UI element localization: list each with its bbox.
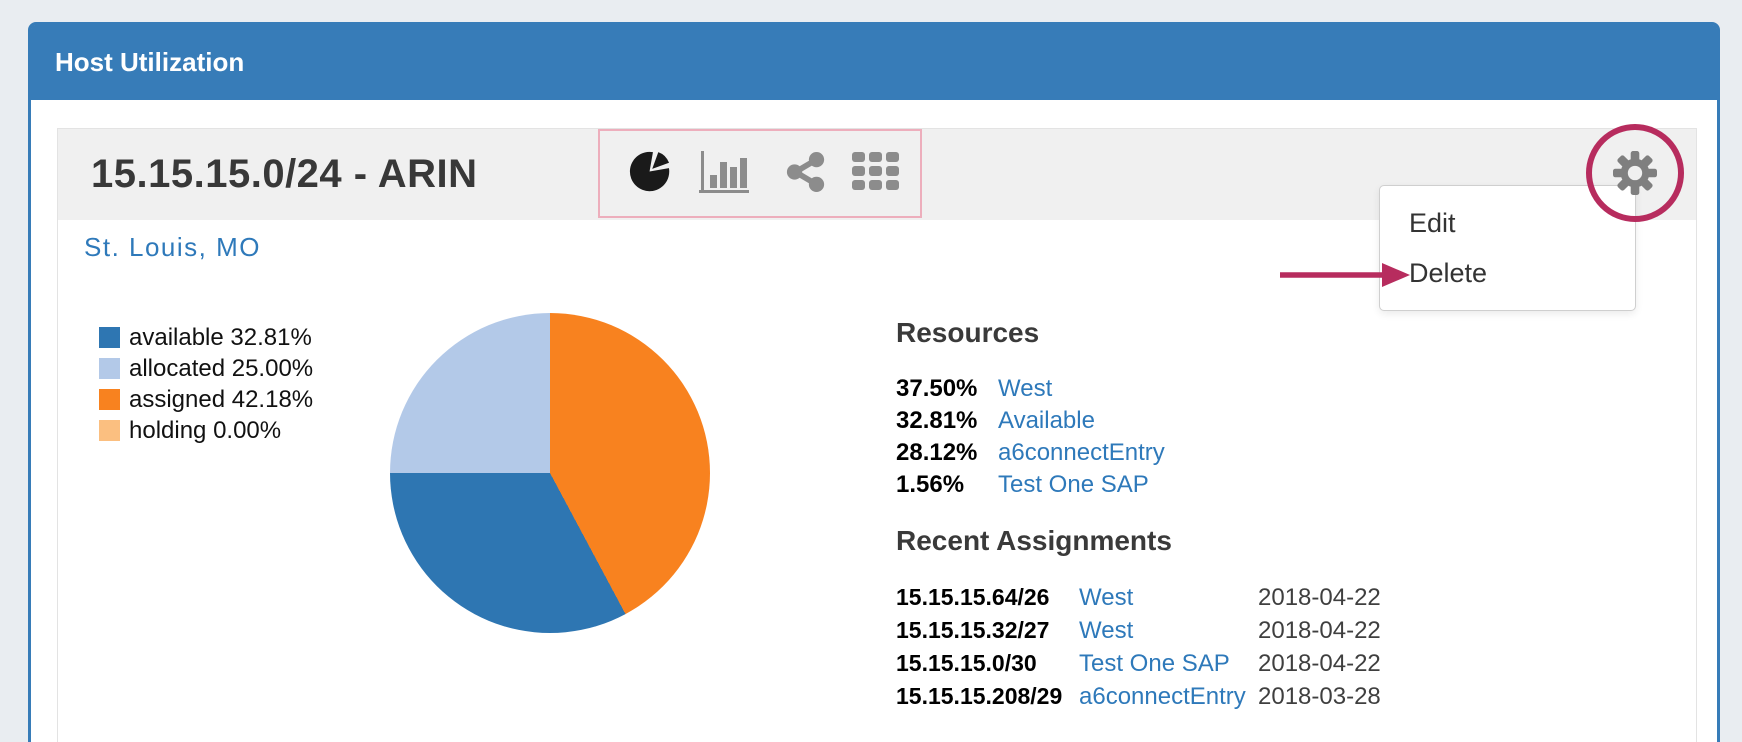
resource-link[interactable]: a6connectEntry xyxy=(998,439,1165,466)
grid-icon xyxy=(852,152,900,197)
resource-row: 28.12% a6connectEntry xyxy=(896,437,1165,469)
grid-view-button[interactable] xyxy=(852,129,900,220)
gear-icon xyxy=(1613,151,1657,199)
legend-label: holding 0.00% xyxy=(129,416,282,444)
resource-percent: 37.50% xyxy=(896,375,978,402)
resource-row: 37.50% West xyxy=(896,373,1165,405)
panel-title: Host Utilization xyxy=(55,47,245,77)
resources-list: 37.50% West 32.81% Available 28.12% a6co… xyxy=(896,373,1165,501)
assignment-cidr: 15.15.15.64/26 xyxy=(896,584,1050,610)
share-view-button[interactable] xyxy=(785,129,827,220)
resource-percent: 28.12% xyxy=(896,439,978,466)
assignment-link[interactable]: a6connectEntry xyxy=(1079,682,1246,710)
subnet-card: 15.15.15.0/24 - ARIN xyxy=(57,124,1697,742)
assignment-date: 2018-04-22 xyxy=(1258,616,1381,644)
pie-chart-icon xyxy=(629,151,671,198)
legend-swatch xyxy=(99,420,120,441)
recent-assignments-heading: Recent Assignments xyxy=(896,525,1172,556)
host-utilization-panel: Host Utilization 15.15.15.0/24 - ARIN xyxy=(28,22,1720,742)
resources-heading: Resources xyxy=(896,317,1040,348)
pie-chart xyxy=(390,313,710,633)
assignment-date: 2018-04-22 xyxy=(1258,649,1381,677)
resource-percent: 1.56% xyxy=(896,471,965,498)
bar-chart-icon xyxy=(699,149,751,200)
legend-row: assigned 42.18% xyxy=(99,384,313,415)
pie-chart-view-button[interactable] xyxy=(629,129,671,220)
resource-link[interactable]: West xyxy=(998,375,1053,402)
assignment-link[interactable]: West xyxy=(1079,616,1134,644)
location-link[interactable]: St. Louis, MO xyxy=(84,232,261,262)
subnet-card-header: 15.15.15.0/24 - ARIN xyxy=(58,124,1696,311)
legend-label: assigned 42.18% xyxy=(129,385,314,413)
resource-row: 32.81% Available xyxy=(896,405,1165,437)
menu-item[interactable]: Edit xyxy=(1409,207,1456,238)
legend-row: allocated 25.00% xyxy=(99,353,313,384)
resource-percent: 32.81% xyxy=(896,407,978,434)
assignment-date: 2018-03-28 xyxy=(1258,682,1381,710)
legend-label: available 32.81% xyxy=(129,323,312,351)
gear-button[interactable] xyxy=(1613,151,1657,195)
assignment-row: 15.15.15.64/26 West 2018-04-22 xyxy=(896,581,1381,614)
assignment-cidr: 15.15.15.208/29 xyxy=(896,683,1063,709)
resource-link[interactable]: Test One SAP xyxy=(998,471,1149,498)
share-icon xyxy=(785,151,827,198)
menu-item[interactable]: Delete xyxy=(1409,257,1488,288)
assignment-link[interactable]: West xyxy=(1079,583,1134,611)
assignment-row: 15.15.15.0/30 Test One SAP 2018-04-22 xyxy=(896,647,1381,680)
assignment-cidr: 15.15.15.32/27 xyxy=(896,617,1050,643)
assignment-row: 15.15.15.32/27 West 2018-04-22 xyxy=(896,614,1381,647)
legend-swatch xyxy=(99,358,120,379)
legend-row: available 32.81% xyxy=(99,322,313,353)
subnet-title: 15.15.15.0/24 - ARIN xyxy=(91,152,478,196)
gear-dropdown-menu: Edit Delete xyxy=(1379,185,1636,311)
resource-row: 1.56% Test One SAP xyxy=(896,469,1165,501)
panel-header: Host Utilization xyxy=(31,25,1717,100)
legend-swatch xyxy=(99,389,120,410)
recent-assignments-list: 15.15.15.64/26 West 2018-04-22 15.15.15.… xyxy=(896,581,1381,713)
legend-swatch xyxy=(99,327,120,348)
assignment-date: 2018-04-22 xyxy=(1258,583,1381,611)
legend-row: holding 0.00% xyxy=(99,415,313,446)
assignment-link[interactable]: Test One SAP xyxy=(1079,649,1230,677)
pie-legend: available 32.81% allocated 25.00% assign… xyxy=(99,322,313,446)
assignment-cidr: 15.15.15.0/30 xyxy=(896,650,1037,676)
legend-label: allocated 25.00% xyxy=(129,354,314,382)
bar-chart-view-button[interactable] xyxy=(699,129,751,220)
assignment-row: 15.15.15.208/29 a6connectEntry 2018-03-2… xyxy=(896,680,1381,713)
resource-link[interactable]: Available xyxy=(998,407,1095,434)
